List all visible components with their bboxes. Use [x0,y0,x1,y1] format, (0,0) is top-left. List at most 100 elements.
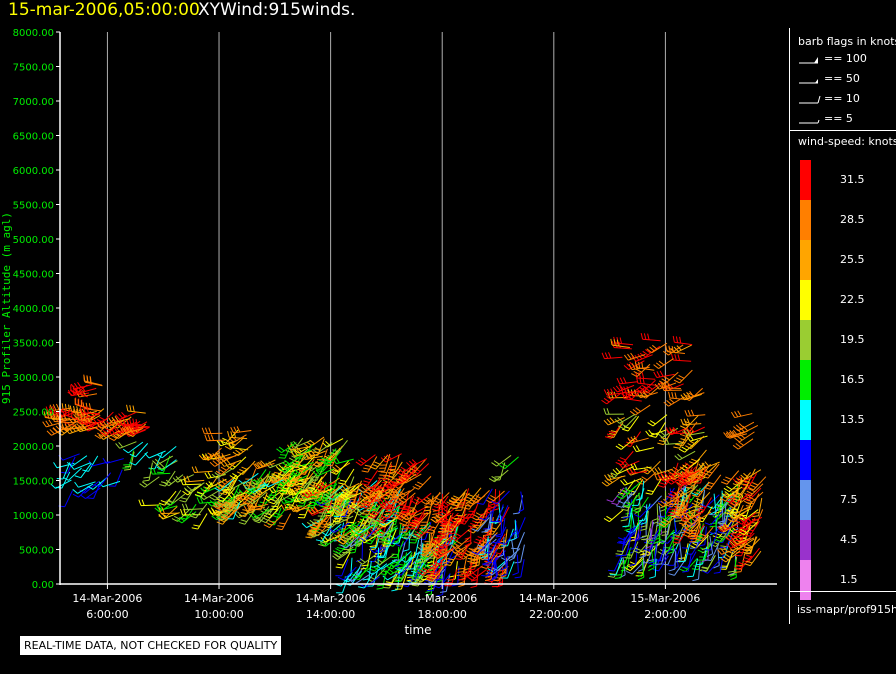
barb-flag [369,545,376,548]
wind-barb [654,381,677,390]
wind-barb [200,484,222,494]
barb-flag [154,458,161,464]
barb-flag [301,522,307,528]
wind-barb [395,571,408,590]
barb-flag [276,483,283,488]
wind-barb [395,559,413,576]
barb-flag [183,475,187,483]
barb-staff [520,544,525,563]
barb-flag [630,391,637,396]
barb-flag [97,432,103,437]
barb-flag [227,492,233,499]
barb-flag [329,452,336,456]
barb-flag [622,516,630,519]
barb-flag [156,453,163,459]
barb-flag [383,484,389,489]
barb-flag [286,503,293,506]
barb-flag [350,490,358,492]
barb-flag [315,461,321,466]
barb-flag [83,374,85,381]
barb-flag [268,519,275,524]
barb-flag [237,447,244,453]
barb-flag [499,464,506,470]
barb-staff [634,404,651,416]
wind-barb [198,489,220,501]
barb-staff [408,531,411,550]
wind-barb [352,564,370,581]
barb-staff [643,503,651,521]
barb-flag [307,510,313,516]
barb-staff [61,471,71,489]
barb-flag [238,489,244,495]
barb-flag [87,497,94,499]
barb-staff [520,491,525,510]
barb-staff [400,542,406,560]
barb-flag [653,371,658,378]
barb-flag [207,471,212,478]
wind-barb [645,429,667,437]
barb-flag [668,573,675,576]
barb-flag [608,474,615,479]
barb-flag [491,475,498,481]
barb-flag [334,503,341,506]
barb-flag [108,437,115,441]
barb-flag [111,416,116,423]
wind-barb [224,485,240,503]
wind-barb [272,503,291,519]
barb-flag [642,350,649,356]
wind-barb [494,505,509,523]
barb-flag [663,350,669,356]
barb-flag [228,437,235,443]
barb-flag [386,475,393,478]
wind-barb [631,363,651,378]
barb-flag [43,411,46,418]
barb-flag [365,491,372,496]
barb-flag [183,487,190,493]
barb-flag [389,469,397,473]
barb-flag [451,497,458,502]
barb-flag [452,504,459,507]
barb-flag [253,520,260,524]
wind-barb [601,352,623,360]
barb-staff [363,572,374,589]
wind-barb [439,506,448,527]
barb-flag [606,418,612,424]
barb-flag [102,457,107,464]
barb-flag [295,456,302,460]
barb-flag [427,561,434,564]
barb-flag [453,501,460,504]
barb-staff [401,559,413,576]
wind-barb [700,494,720,508]
barb-flag [49,413,53,420]
barb-flag [73,424,78,430]
barb-flag [425,502,433,506]
barb-staff [504,530,517,545]
barb-flag [412,486,419,490]
barb-flag [478,553,485,556]
barb-flag [383,507,390,513]
barb-flag [467,560,474,564]
barb-flag [388,501,395,504]
barb-flag [209,496,216,501]
barb-staff [638,521,643,540]
wind-barb [616,486,636,500]
barb-flag [698,544,705,547]
barb-flag [360,515,367,519]
barb-flag [365,477,372,481]
barb-flag [214,510,221,515]
barb-staff [719,554,724,573]
barb-flag [407,512,413,518]
barb-flag [172,477,178,483]
wind-barb [417,562,437,576]
barb-flag [450,548,456,554]
barb-flag [710,522,717,525]
barb-flag [634,507,641,511]
wind-barb [395,557,414,572]
barb-flag [398,567,405,572]
wind-barb [672,335,693,346]
barb-flag [392,491,398,497]
barb-flag [457,552,465,555]
wind-barb [369,482,392,492]
barb-flag [123,468,131,471]
barb-flag [132,405,135,412]
